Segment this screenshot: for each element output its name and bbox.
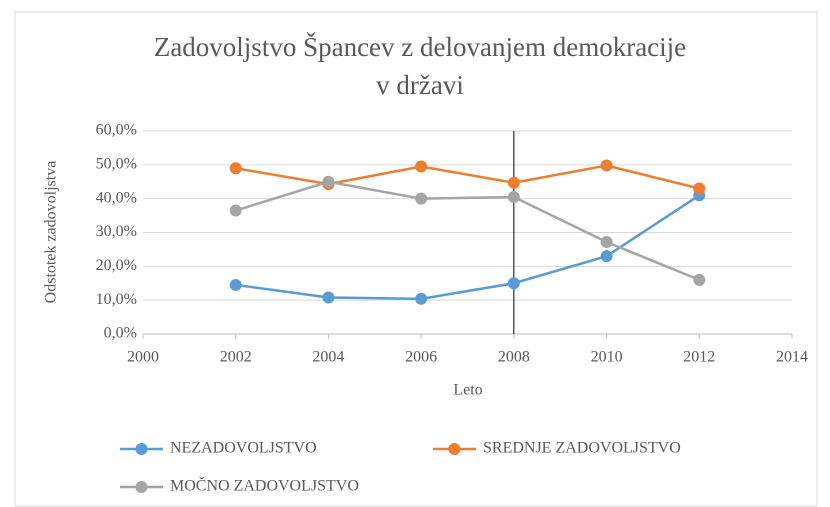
y-tick-label: 20,0% bbox=[96, 257, 137, 274]
data-point bbox=[415, 160, 428, 173]
data-point bbox=[600, 250, 613, 263]
data-point bbox=[693, 182, 706, 195]
y-tick-label: 60,0% bbox=[96, 122, 137, 139]
y-tick-label: 50,0% bbox=[96, 156, 137, 173]
y-tick-label: 0,0% bbox=[104, 325, 137, 342]
chart-title: Zadovoljstvo Špancev z delovanjem demokr… bbox=[154, 32, 686, 62]
series-line bbox=[235, 180, 700, 282]
legend-label: MOČNO ZADOVOLJSTVO bbox=[170, 476, 359, 495]
series-line bbox=[235, 164, 700, 190]
data-point bbox=[507, 277, 520, 290]
data-point bbox=[322, 291, 335, 304]
x-tick-label: 2002 bbox=[220, 349, 252, 366]
y-tick-label: 10,0% bbox=[96, 291, 137, 308]
x-axis-label: Leto bbox=[453, 382, 482, 399]
data-point bbox=[507, 176, 520, 189]
x-tick-label: 2004 bbox=[312, 349, 344, 366]
data-point bbox=[322, 175, 335, 188]
data-point bbox=[600, 235, 613, 248]
x-tick-label: 2008 bbox=[498, 349, 530, 366]
legend-marker bbox=[135, 481, 148, 493]
x-tick-label: 2010 bbox=[591, 349, 623, 366]
x-tick-label: 2000 bbox=[127, 349, 159, 366]
legend-label: SREDNJE ZADOVOLJSTVO bbox=[483, 440, 681, 457]
data-point bbox=[229, 204, 242, 217]
data-point bbox=[229, 278, 242, 291]
y-axis-label: Odstotek zadovoljstva bbox=[43, 161, 60, 304]
x-tick-label: 2012 bbox=[683, 349, 715, 366]
y-tick-label: 30,0% bbox=[96, 223, 137, 240]
data-point bbox=[693, 273, 706, 286]
legend-marker bbox=[135, 443, 148, 455]
data-point bbox=[507, 190, 520, 203]
y-tick-label: 40,0% bbox=[96, 189, 137, 206]
data-point bbox=[415, 292, 428, 305]
data-point bbox=[229, 162, 242, 175]
chart-subtitle: v državi bbox=[376, 70, 464, 100]
data-point bbox=[415, 192, 428, 205]
legend-label: NEZADOVOLJSTVO bbox=[170, 440, 317, 457]
x-tick-label: 2006 bbox=[405, 349, 437, 366]
legend-marker bbox=[448, 443, 461, 455]
chart-frame bbox=[14, 11, 818, 507]
x-tick-label: 2014 bbox=[776, 349, 808, 366]
series-line bbox=[235, 194, 700, 301]
data-point bbox=[600, 159, 613, 172]
